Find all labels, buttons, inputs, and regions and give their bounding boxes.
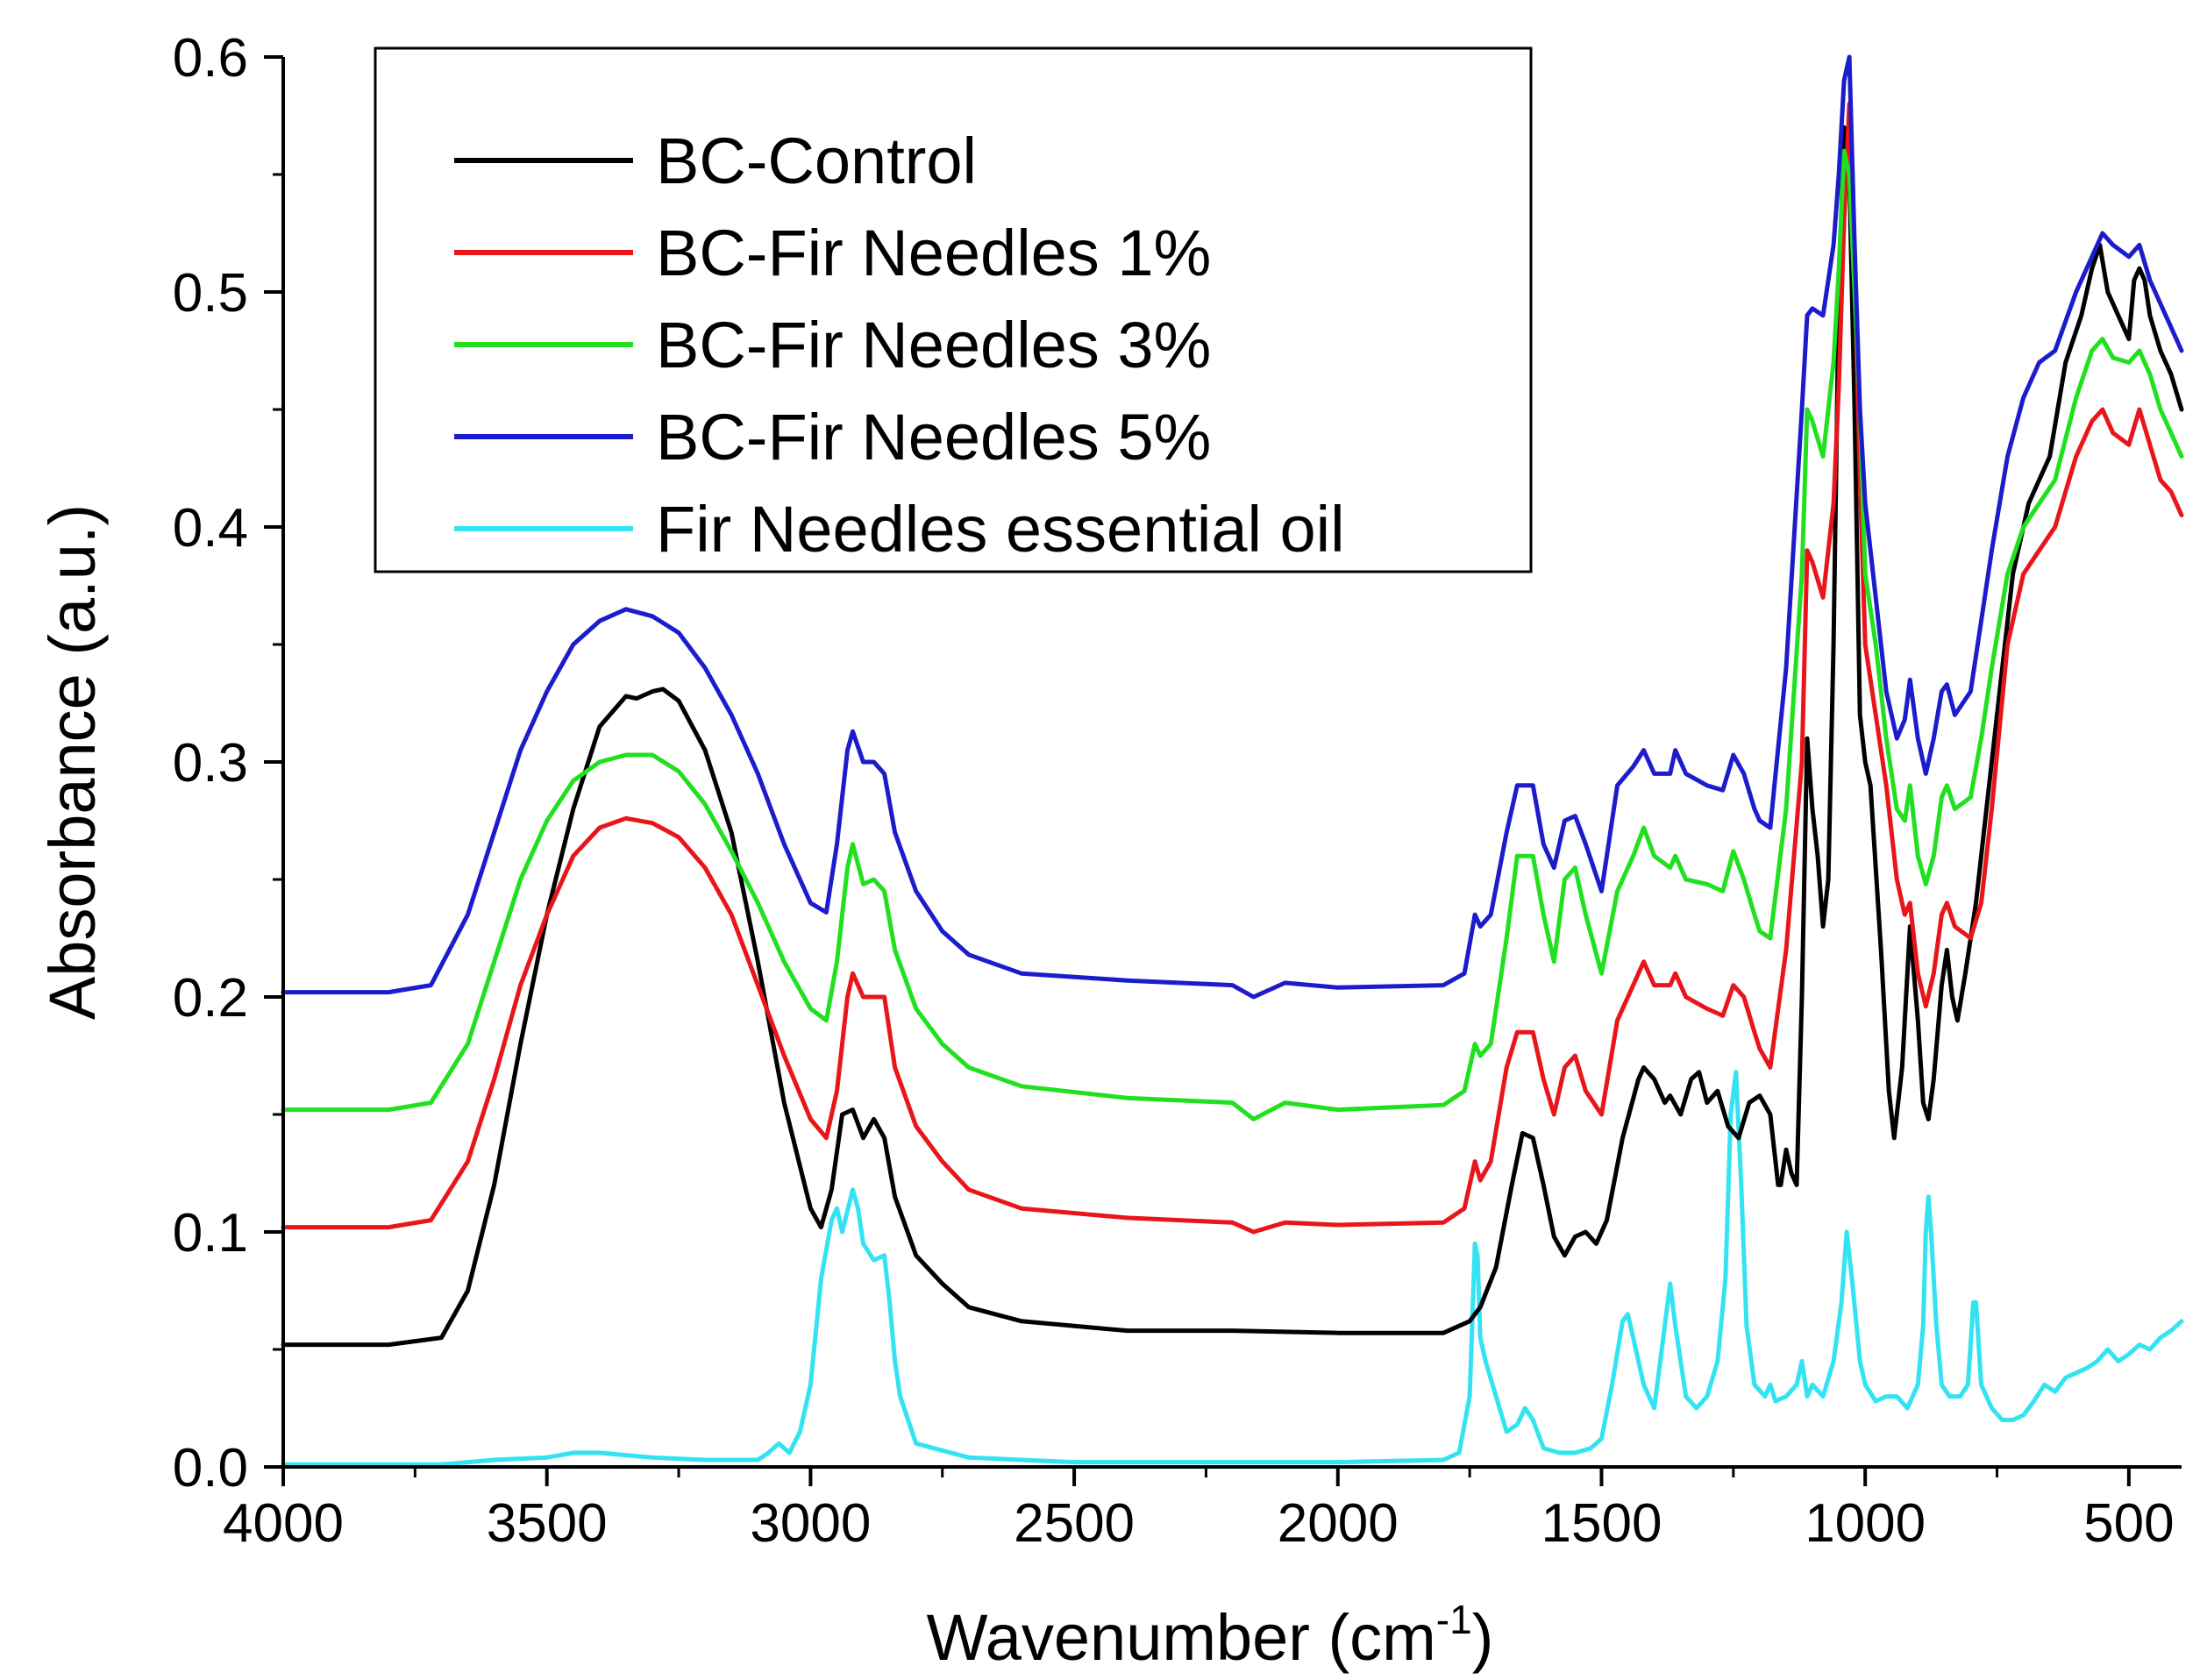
y-tick-label: 0.5 bbox=[173, 263, 248, 324]
series-line-4 bbox=[281, 54, 2184, 1000]
x-tick-label: 4000 bbox=[223, 1493, 344, 1554]
series-line-2 bbox=[281, 102, 2184, 1235]
x-tick-label: 3000 bbox=[750, 1493, 871, 1554]
y-tick-label: 0.2 bbox=[173, 968, 248, 1029]
x-tick-label: 500 bbox=[2083, 1493, 2174, 1554]
x-axis-title-suffix: ) bbox=[1472, 1601, 1494, 1674]
legend-frame bbox=[374, 46, 1533, 573]
x-tick-label: 1000 bbox=[1805, 1493, 1926, 1554]
y-tick-label: 0.3 bbox=[173, 733, 248, 794]
x-tick-label: 2000 bbox=[1278, 1493, 1399, 1554]
y-tick-label: 0.1 bbox=[173, 1203, 248, 1264]
x-axis-title-main: Wavenumber (cm bbox=[927, 1601, 1436, 1674]
x-axis-title-superscript: -1 bbox=[1436, 1597, 1472, 1642]
tick-labels-layer: 4000 3500 3000 2500 2000 1500 1000 500 0.0 0.1 0.2… bbox=[173, 28, 2175, 1554]
y-tick-label: 0.6 bbox=[173, 28, 248, 89]
y-tick-label: 0.4 bbox=[173, 498, 248, 559]
x-tick-label: 2500 bbox=[1014, 1493, 1135, 1554]
x-tick-label: 3500 bbox=[487, 1493, 608, 1554]
ticks-layer bbox=[264, 55, 2131, 1486]
x-axis-title: Wavenumber (cm-1) bbox=[927, 1597, 1494, 1674]
legend-label: BC-Fir Needles 1% bbox=[656, 217, 1211, 289]
series-line-3 bbox=[281, 148, 2184, 1121]
series-line-5 bbox=[281, 1070, 2184, 1467]
x-tick-label: 1500 bbox=[1541, 1493, 1662, 1554]
legend-label: BC-Control bbox=[656, 125, 977, 197]
legend-label: BC-Fir Needles 3% bbox=[656, 309, 1211, 381]
legend-entries: BC-Control BC-Fir Needles 1% BC-Fir Needle… bbox=[454, 125, 1345, 566]
legend-label: Fir Needles essential oil bbox=[656, 493, 1345, 566]
legend-label: BC-Fir Needles 5% bbox=[656, 401, 1211, 473]
y-axis-title: Absorbance (a.u.) bbox=[36, 504, 109, 1020]
series-layer bbox=[281, 54, 2184, 1467]
legend: BC-Control BC-Fir Needles 1% BC-Fir Needle… bbox=[374, 46, 1533, 573]
y-tick-label: 0.0 bbox=[173, 1438, 248, 1498]
